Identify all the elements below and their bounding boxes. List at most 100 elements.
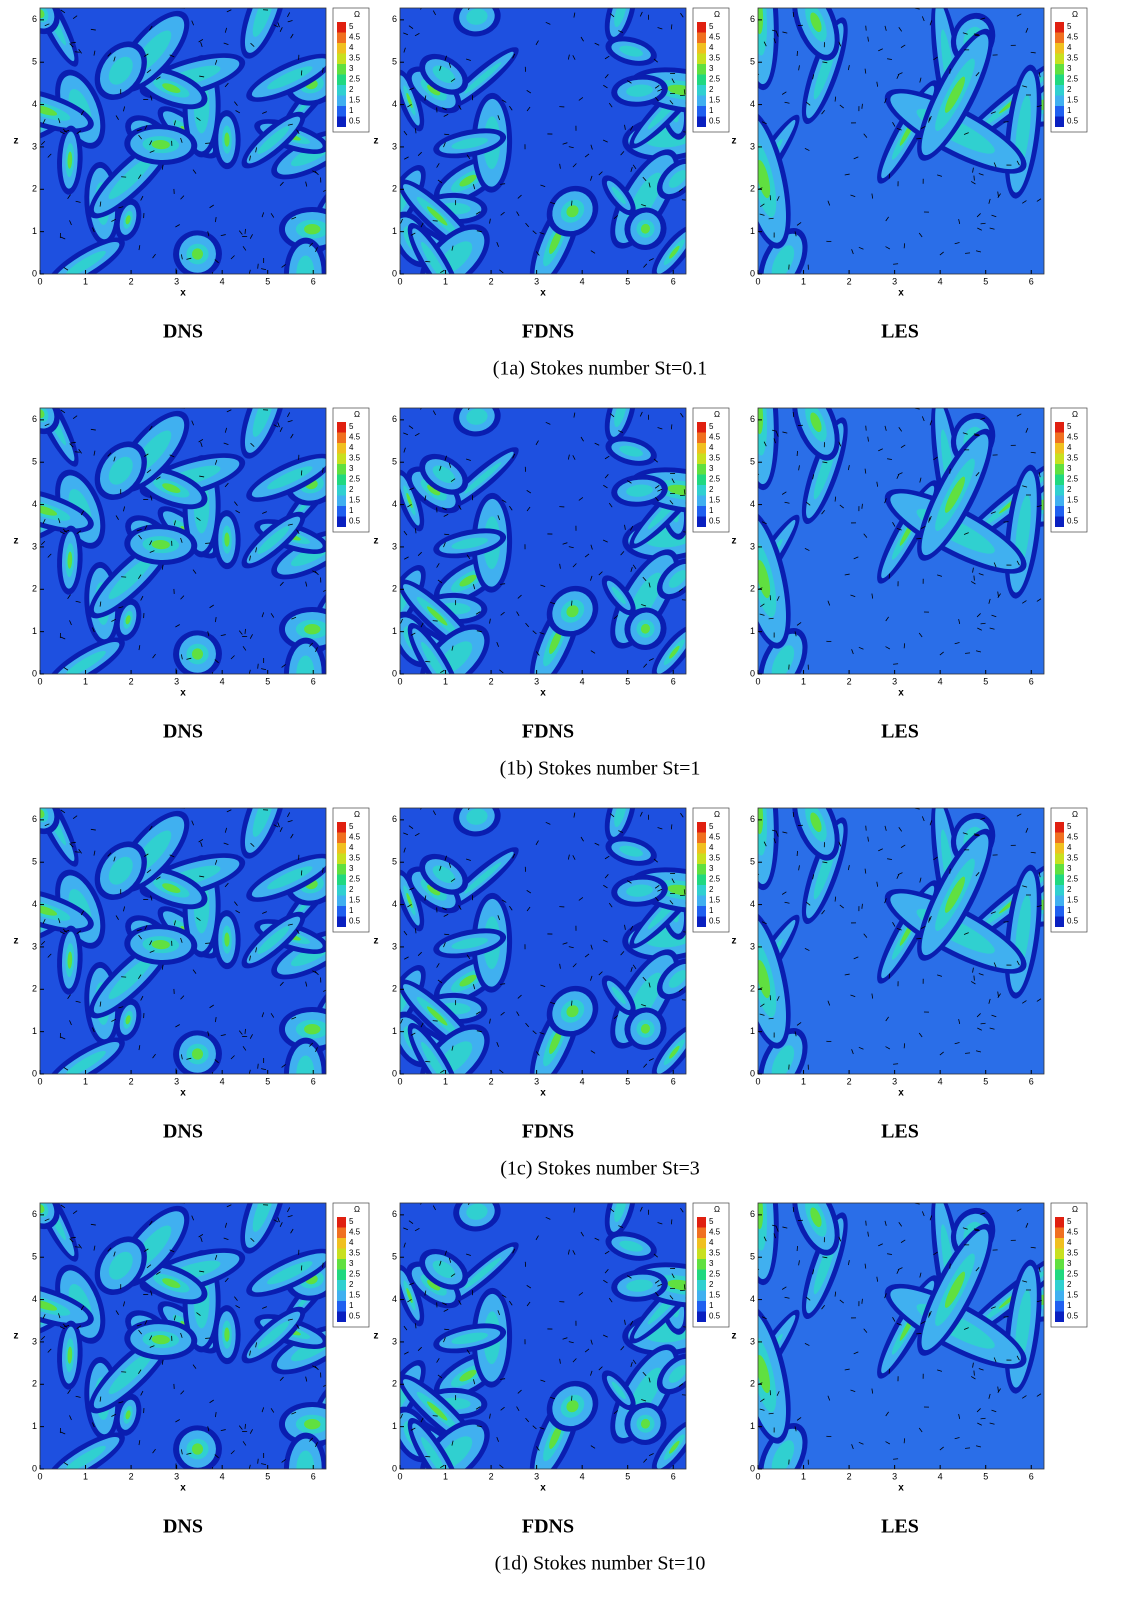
colorbar-label: 1 — [709, 1301, 714, 1310]
particle-vector — [107, 852, 112, 857]
particle-vector — [305, 181, 308, 187]
colorbar-swatch — [1055, 1280, 1064, 1291]
particle-vector — [466, 1349, 471, 1355]
x-tick-label: 2 — [489, 276, 494, 286]
particle-vector — [215, 1017, 217, 1023]
particle-vector — [540, 984, 546, 988]
particle-vector — [580, 436, 584, 442]
particle-vector — [407, 104, 412, 108]
colorbar-swatch — [1055, 474, 1064, 485]
x-tick-label: 4 — [938, 1471, 943, 1481]
colorbar-label: 3 — [1067, 464, 1072, 473]
y-tick-label: 0 — [750, 1068, 755, 1078]
particle-vector — [175, 1419, 180, 1423]
colorbar-swatch — [1055, 64, 1064, 75]
particle-vector — [138, 245, 141, 251]
y-axis-label: z — [374, 936, 379, 947]
blob-core — [614, 1203, 627, 1222]
particle-vector — [408, 425, 414, 429]
particle-vector — [539, 1427, 545, 1430]
particle-vector — [90, 1223, 96, 1226]
colorbar-title: Ω — [354, 810, 360, 819]
particle-vector — [63, 1462, 69, 1466]
colorbar-label: 0.5 — [1067, 1312, 1079, 1321]
colorbar-label: 2 — [349, 485, 354, 494]
x-axis-label: x — [898, 1088, 904, 1099]
particle-vector — [409, 487, 415, 491]
colorbar-swatch — [697, 1280, 706, 1291]
particle-vector — [776, 31, 779, 37]
particle-vector — [44, 823, 50, 827]
particle-vector — [794, 1031, 797, 1037]
particle-vector — [496, 1041, 499, 1047]
particle-vector — [250, 42, 255, 47]
particle-vector — [60, 236, 66, 240]
y-tick-label: 2 — [392, 584, 397, 594]
colorbar-label: 2.5 — [709, 1270, 721, 1279]
blob-core — [108, 956, 153, 1000]
particle-vector — [242, 246, 247, 251]
particle-vector — [584, 153, 590, 158]
particle-vector — [296, 1324, 300, 1330]
blob-peak — [549, 1424, 562, 1449]
particle-vector — [921, 416, 925, 422]
particle-vector — [643, 263, 648, 268]
particle-vector — [896, 128, 902, 131]
blob-core — [108, 156, 153, 200]
particle-vector — [648, 582, 651, 588]
colorbar-swatch — [697, 822, 706, 833]
particle-vector — [562, 942, 568, 945]
colorbar-label: 4 — [1067, 443, 1072, 452]
blob-core — [252, 8, 275, 37]
particle-vector — [113, 456, 116, 462]
particle-vector — [937, 174, 943, 177]
particle-vector — [525, 1022, 530, 1028]
particle-vector — [821, 909, 825, 915]
particle-vector — [62, 128, 67, 133]
blob-core — [614, 8, 627, 27]
particle-vector — [919, 1272, 922, 1278]
blob-core — [432, 465, 455, 484]
x-tick-label: 4 — [220, 1076, 225, 1086]
blob-peak — [810, 1207, 822, 1228]
particle-vector — [939, 1446, 944, 1451]
particle-vector — [215, 1412, 217, 1418]
x-tick-label: 0 — [397, 1471, 402, 1481]
colorbar-label: 2 — [709, 1280, 714, 1289]
particle-vector — [156, 1271, 161, 1275]
colorbar-label: 4.5 — [1067, 33, 1079, 42]
particle-vector — [683, 489, 686, 495]
y-tick-label: 6 — [392, 814, 397, 824]
particle-vector — [975, 472, 980, 477]
particle-vector — [974, 834, 980, 837]
x-tick-label: 2 — [847, 276, 852, 286]
particle-vector — [244, 1423, 246, 1429]
particle-vector — [641, 1004, 647, 1007]
plot-frame — [399, 1202, 687, 1470]
particle-vector — [1036, 105, 1042, 108]
particle-vector — [138, 534, 142, 540]
colorbar-label: 5 — [1067, 1217, 1072, 1226]
particle-vector — [773, 38, 776, 44]
particle-vector — [864, 468, 867, 474]
particle-vector — [1016, 13, 1022, 17]
colorbar-title: Ω — [1072, 1205, 1078, 1214]
particle-vector — [532, 1030, 537, 1035]
particle-vector — [526, 1301, 531, 1307]
x-tick-label: 2 — [847, 676, 852, 686]
particle-vector — [1030, 851, 1036, 854]
particle-vector — [929, 1215, 933, 1221]
colorbar-swatch — [337, 474, 346, 485]
colorbar-label: 3 — [349, 64, 354, 73]
particle-vector — [277, 1217, 280, 1223]
particle-vector — [683, 1284, 686, 1290]
blob-peak — [758, 159, 771, 199]
particle-vector — [920, 1320, 926, 1324]
particle-vector — [409, 1282, 415, 1286]
particle-vector — [63, 1067, 69, 1071]
particle-vector — [978, 573, 984, 576]
particle-vector — [584, 553, 590, 558]
blob-peak — [459, 174, 477, 187]
blob-core — [464, 62, 502, 94]
row-caption: (1d) Stokes number St=10 — [495, 1553, 706, 1575]
